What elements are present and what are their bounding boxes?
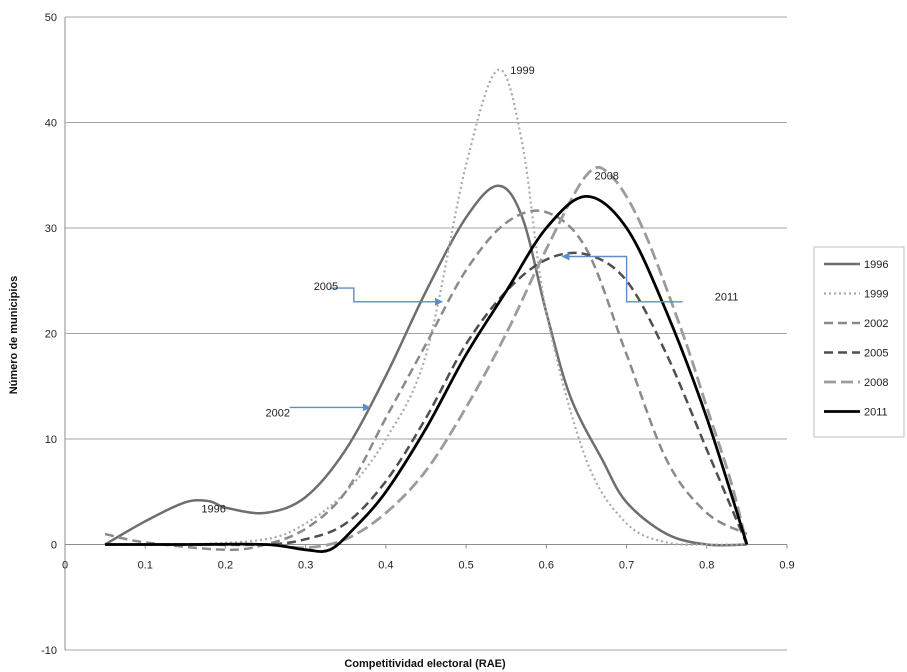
annotation-arrow bbox=[561, 252, 683, 303]
x-axis-title: Competitividad electoral (RAE) bbox=[344, 658, 506, 670]
legend-label-2002: 2002 bbox=[864, 318, 888, 330]
series-line-2011 bbox=[105, 194, 749, 553]
y-tick-labels: -10 0 10 20 30 40 50 bbox=[41, 12, 57, 657]
series-line-1996 bbox=[104, 184, 747, 547]
x-tick-label: 0.1 bbox=[138, 560, 153, 572]
annotation-label-2002: 2002 bbox=[266, 408, 290, 420]
legend-label-2011: 2011 bbox=[864, 407, 888, 419]
annotation-label-2011: 2011 bbox=[715, 292, 739, 304]
series-lines bbox=[104, 68, 749, 553]
x-tick-label: 0.8 bbox=[699, 560, 714, 572]
annotation-label-1996: 1996 bbox=[201, 504, 225, 516]
legend-box bbox=[813, 246, 905, 438]
series-line-2002 bbox=[104, 209, 748, 552]
x-tick-label: 0.3 bbox=[298, 560, 313, 572]
y-tick-label: 0 bbox=[51, 540, 57, 552]
legend-label-2005: 2005 bbox=[864, 348, 888, 360]
y-tick-label: 20 bbox=[45, 329, 57, 341]
y-tick-label: 30 bbox=[45, 223, 57, 235]
series-line-2005 bbox=[105, 251, 749, 547]
x-tick-label: 0.7 bbox=[619, 560, 634, 572]
x-tick-label: 0.2 bbox=[218, 560, 233, 572]
annotations: 1999 2008 2005 2002 1996 2011 bbox=[201, 65, 738, 516]
x-tick-label: 0.4 bbox=[378, 560, 393, 572]
annotation-arrows bbox=[289, 252, 683, 412]
x-tick-labels: 0 0.1 0.2 0.3 0.4 0.5 0.6 0.7 0.8 0.9 bbox=[62, 560, 795, 572]
annotation-label-2008: 2008 bbox=[594, 170, 618, 182]
y-axis-title: Número de municipios bbox=[8, 276, 20, 395]
x-tick-label: 0.9 bbox=[779, 560, 794, 572]
annotation-arrow bbox=[329, 287, 443, 306]
x-tick-label: 0.6 bbox=[539, 560, 554, 572]
annotation-label-1999: 1999 bbox=[510, 65, 534, 77]
legend-label-1996: 1996 bbox=[864, 259, 888, 271]
x-tick-label: 0.5 bbox=[458, 560, 473, 572]
series-line-1999 bbox=[105, 68, 747, 546]
legend-label-2008: 2008 bbox=[864, 377, 888, 389]
legend-label-1999: 1999 bbox=[864, 289, 888, 301]
x-tick-label: 0 bbox=[62, 560, 68, 572]
y-tick-label: 10 bbox=[45, 434, 57, 446]
legend: 1996 1999 2002 2005 2008 2011 bbox=[813, 246, 905, 438]
y-tick-label: 50 bbox=[45, 12, 57, 24]
annotation-label-2005: 2005 bbox=[314, 281, 338, 293]
series-line-2008 bbox=[105, 165, 749, 550]
y-tick-label: 40 bbox=[45, 118, 57, 130]
y-tick-label: -10 bbox=[41, 645, 57, 657]
gridlines bbox=[65, 16, 787, 651]
